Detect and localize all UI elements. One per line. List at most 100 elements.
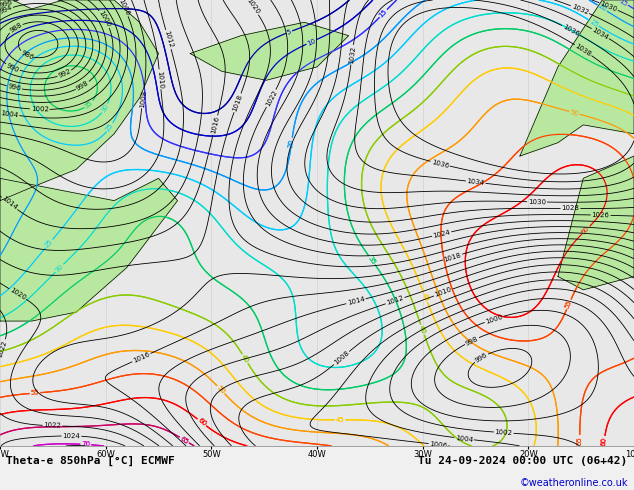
Text: 55: 55: [30, 390, 39, 396]
Text: 30: 30: [54, 263, 65, 273]
Text: 30: 30: [54, 263, 65, 273]
Text: 1022: 1022: [44, 422, 61, 429]
Text: 1016: 1016: [210, 116, 220, 135]
Text: 5: 5: [286, 28, 292, 36]
Text: 55: 55: [30, 390, 39, 396]
Text: 1018: 1018: [231, 93, 243, 112]
Text: 40: 40: [240, 353, 250, 364]
Text: 20: 20: [597, 3, 607, 13]
Text: 10: 10: [306, 37, 317, 47]
Text: 40: 40: [418, 324, 427, 335]
Text: 1020: 1020: [245, 0, 261, 16]
Text: 25: 25: [44, 238, 54, 249]
Text: 15: 15: [378, 8, 389, 19]
Text: 996: 996: [0, 0, 14, 8]
Polygon shape: [520, 0, 634, 156]
Text: 25: 25: [105, 122, 115, 133]
Text: 1014: 1014: [1, 196, 18, 211]
Text: 1030: 1030: [528, 199, 546, 205]
Text: 60: 60: [197, 417, 207, 428]
Text: 25: 25: [44, 238, 54, 249]
Text: 1008: 1008: [333, 350, 351, 366]
Text: 60: 60: [581, 225, 591, 236]
Polygon shape: [190, 22, 349, 80]
Text: 45: 45: [335, 417, 344, 423]
Text: 55: 55: [564, 299, 573, 310]
Text: 60: 60: [197, 417, 207, 428]
Text: 35: 35: [84, 99, 94, 110]
Text: 1008: 1008: [139, 89, 147, 108]
Text: 1032: 1032: [571, 3, 590, 16]
Text: 70: 70: [81, 441, 91, 448]
Text: 10: 10: [306, 37, 317, 47]
Text: 1038: 1038: [574, 43, 592, 57]
Text: 35: 35: [367, 255, 377, 266]
Text: 1010: 1010: [434, 287, 453, 298]
Text: 5: 5: [286, 28, 292, 36]
Text: 20: 20: [288, 138, 295, 148]
Text: 50: 50: [569, 109, 579, 117]
Text: 30: 30: [100, 103, 110, 114]
Text: 40: 40: [418, 324, 427, 335]
Text: 20: 20: [288, 138, 295, 148]
Text: 1022: 1022: [0, 339, 8, 358]
Text: 45: 45: [335, 417, 344, 423]
Text: 1034: 1034: [467, 178, 485, 186]
Text: 1002: 1002: [30, 106, 49, 113]
Text: 1012: 1012: [385, 295, 404, 306]
Text: 994: 994: [0, 5, 13, 15]
Text: 30: 30: [100, 103, 110, 114]
Text: 70: 70: [81, 441, 91, 448]
Text: 60: 60: [601, 437, 608, 446]
Text: 15: 15: [618, 0, 629, 7]
Text: 1034: 1034: [591, 26, 609, 41]
Text: 15: 15: [378, 8, 389, 19]
Text: 1006: 1006: [117, 0, 131, 17]
Text: 1032: 1032: [348, 46, 356, 64]
Text: 1020: 1020: [8, 287, 27, 301]
Text: 1000: 1000: [98, 10, 112, 28]
Text: 1004: 1004: [0, 110, 19, 119]
Text: Tu 24-09-2024 00:00 UTC (06+42): Tu 24-09-2024 00:00 UTC (06+42): [418, 456, 628, 466]
Text: 50: 50: [569, 109, 579, 117]
Text: 25: 25: [589, 19, 600, 28]
Text: 25: 25: [105, 122, 115, 133]
Text: ©weatheronline.co.uk: ©weatheronline.co.uk: [519, 478, 628, 489]
Text: 60: 60: [581, 225, 591, 236]
Text: 45: 45: [421, 292, 430, 302]
Text: 55: 55: [564, 299, 573, 310]
Text: 55: 55: [577, 436, 583, 445]
Text: 998: 998: [465, 335, 479, 346]
Text: 1026: 1026: [592, 212, 610, 219]
Polygon shape: [0, 178, 178, 321]
Text: 986: 986: [20, 49, 34, 61]
Text: 1028: 1028: [562, 205, 579, 212]
Text: 1036: 1036: [562, 24, 580, 37]
Text: 50: 50: [216, 385, 226, 395]
Text: 1024: 1024: [432, 229, 451, 239]
Text: 45: 45: [421, 292, 430, 302]
Text: 1010: 1010: [156, 70, 164, 89]
Text: 1018: 1018: [443, 251, 462, 263]
Text: 1022: 1022: [264, 89, 278, 108]
Text: 65: 65: [179, 435, 190, 445]
Text: 1004: 1004: [455, 435, 473, 443]
Text: 1024: 1024: [63, 433, 81, 439]
Text: 15: 15: [618, 0, 629, 7]
Text: 1016: 1016: [132, 351, 151, 364]
Text: Theta-e 850hPa [°C] ECMWF: Theta-e 850hPa [°C] ECMWF: [6, 456, 175, 466]
Text: 65: 65: [179, 435, 190, 445]
Polygon shape: [0, 0, 158, 201]
Text: 40: 40: [240, 353, 250, 364]
Text: 990: 990: [5, 62, 20, 73]
Text: 1000: 1000: [484, 314, 503, 325]
Text: 55: 55: [577, 436, 583, 445]
Text: 20: 20: [597, 3, 607, 13]
Text: 1006: 1006: [429, 441, 448, 449]
Text: 60: 60: [601, 437, 608, 446]
Text: 996: 996: [474, 351, 489, 364]
Polygon shape: [558, 156, 634, 290]
Text: 35: 35: [367, 255, 377, 266]
Text: 50: 50: [216, 385, 226, 395]
Text: 998: 998: [75, 80, 90, 92]
